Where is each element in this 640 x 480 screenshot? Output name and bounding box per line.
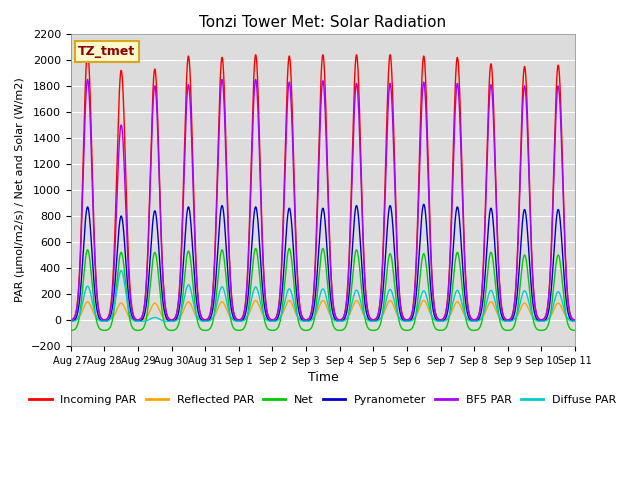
Line: BF5 PAR: BF5 PAR xyxy=(71,80,575,320)
Incoming PAR xyxy=(571,317,579,323)
Line: Diffuse PAR: Diffuse PAR xyxy=(71,271,575,321)
Incoming PAR xyxy=(550,159,557,165)
Net xyxy=(238,327,246,333)
Diffuse PAR xyxy=(571,318,579,324)
X-axis label: Time: Time xyxy=(307,372,339,384)
Net xyxy=(450,273,458,279)
Pyranometer xyxy=(436,318,444,324)
BF5 PAR xyxy=(571,317,579,323)
Net xyxy=(571,327,579,333)
Reflected PAR xyxy=(305,317,313,323)
Line: Incoming PAR: Incoming PAR xyxy=(71,52,575,320)
Pyranometer xyxy=(238,318,246,324)
Y-axis label: PAR (μmol/m2/s) / Net and Solar (W/m2): PAR (μmol/m2/s) / Net and Solar (W/m2) xyxy=(15,78,25,302)
Line: Reflected PAR: Reflected PAR xyxy=(71,300,575,320)
Title: Tonzi Tower Met: Solar Radiation: Tonzi Tower Met: Solar Radiation xyxy=(199,15,447,30)
Incoming PAR xyxy=(306,315,314,321)
BF5 PAR xyxy=(544,304,552,310)
Pyranometer xyxy=(550,249,557,255)
Reflected PAR xyxy=(436,317,444,323)
BF5 PAR xyxy=(436,317,444,323)
Incoming PAR xyxy=(84,49,92,55)
Incoming PAR xyxy=(436,317,444,323)
Incoming PAR xyxy=(544,303,552,309)
Pyranometer xyxy=(450,238,458,244)
Line: Net: Net xyxy=(71,249,575,330)
Diffuse PAR xyxy=(238,318,246,324)
Pyranometer xyxy=(369,318,377,324)
Incoming PAR xyxy=(436,317,444,323)
Diffuse PAR xyxy=(306,318,314,324)
Diffuse PAR xyxy=(450,297,458,303)
BF5 PAR xyxy=(268,317,275,323)
Diffuse PAR xyxy=(117,268,125,274)
Pyranometer xyxy=(544,312,552,318)
BF5 PAR xyxy=(550,172,557,178)
Reflected PAR xyxy=(238,317,246,323)
Reflected PAR xyxy=(550,307,557,312)
Diffuse PAR xyxy=(436,318,444,324)
Net xyxy=(252,246,260,252)
Net xyxy=(550,282,557,288)
Reflected PAR xyxy=(571,317,579,323)
Incoming PAR xyxy=(238,315,246,321)
BF5 PAR xyxy=(450,150,458,156)
Net xyxy=(306,327,314,333)
Reflected PAR xyxy=(450,304,458,310)
BF5 PAR xyxy=(238,315,246,321)
Text: TZ_tmet: TZ_tmet xyxy=(78,45,136,58)
Net xyxy=(67,327,75,333)
Diffuse PAR xyxy=(544,317,552,323)
Pyranometer xyxy=(67,318,75,324)
Reflected PAR xyxy=(544,316,552,322)
Legend: Incoming PAR, Reflected PAR, Net, Pyranometer, BF5 PAR, Diffuse PAR: Incoming PAR, Reflected PAR, Net, Pyrano… xyxy=(25,390,621,409)
Incoming PAR xyxy=(67,317,75,323)
Net xyxy=(436,327,444,333)
Incoming PAR xyxy=(450,132,458,138)
Pyranometer xyxy=(420,202,428,207)
Line: Pyranometer: Pyranometer xyxy=(71,204,575,321)
Reflected PAR xyxy=(420,298,428,303)
Pyranometer xyxy=(305,317,313,323)
BF5 PAR xyxy=(306,315,314,321)
BF5 PAR xyxy=(67,317,75,323)
Pyranometer xyxy=(571,318,579,324)
BF5 PAR xyxy=(84,77,92,83)
Net xyxy=(544,324,552,329)
Diffuse PAR xyxy=(67,318,75,324)
Diffuse PAR xyxy=(550,300,557,306)
Reflected PAR xyxy=(67,317,75,323)
